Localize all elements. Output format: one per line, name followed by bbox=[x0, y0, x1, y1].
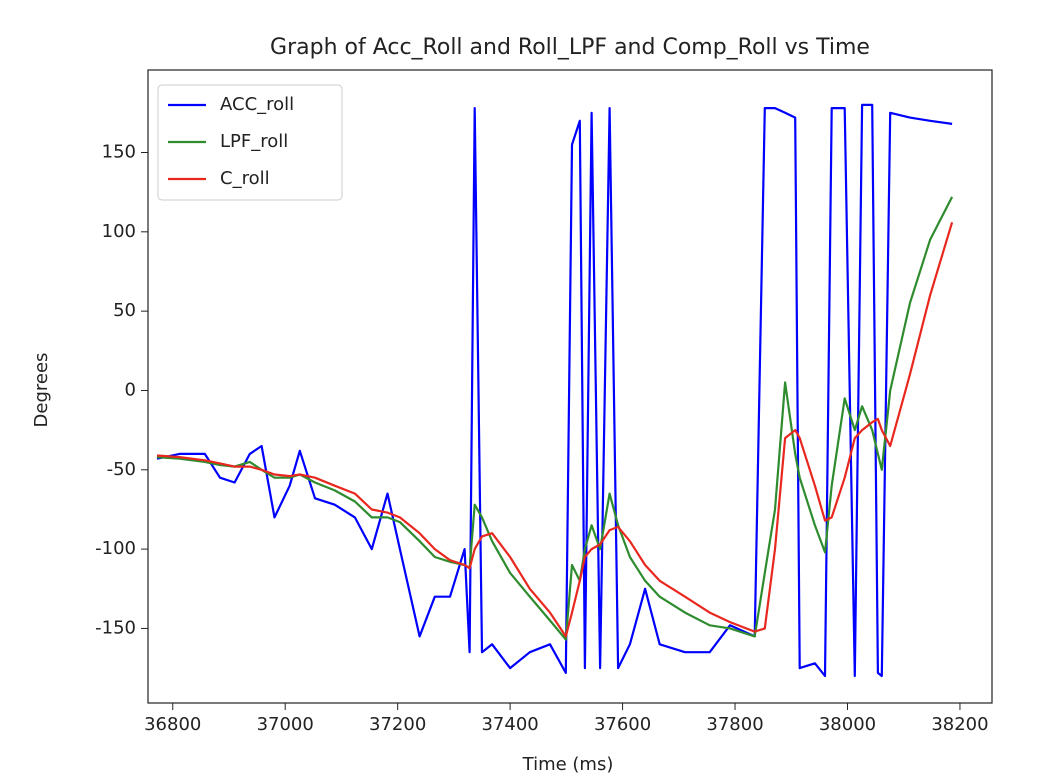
x-tick-label: 37200 bbox=[369, 714, 426, 735]
y-tick-label: -50 bbox=[107, 459, 136, 480]
plot-frame bbox=[147, 69, 993, 704]
legend-label: ACC_roll bbox=[220, 94, 294, 115]
x-tick-label: 37600 bbox=[594, 714, 651, 735]
line-series bbox=[156, 196, 954, 641]
x-tick-label: 37800 bbox=[706, 714, 763, 735]
chart-title: Graph of Acc_Roll and Roll_LPF and Comp_… bbox=[270, 35, 870, 60]
line-series bbox=[156, 221, 954, 638]
x-tick-label: 38000 bbox=[819, 714, 876, 735]
y-tick-label: 100 bbox=[102, 221, 136, 242]
y-tick-label: -150 bbox=[95, 617, 136, 638]
legend-box bbox=[157, 84, 343, 201]
y-tick-label: 50 bbox=[113, 300, 136, 321]
legend-label: C_roll bbox=[220, 168, 270, 189]
y-axis-label: Degrees bbox=[31, 353, 52, 428]
x-tick-label: 37400 bbox=[481, 714, 538, 735]
x-axis-label: Time (ms) bbox=[522, 754, 614, 775]
legend-label: LPF_roll bbox=[220, 131, 288, 152]
x-tick-label: 37000 bbox=[257, 714, 314, 735]
x-tick-label: 38200 bbox=[931, 714, 988, 735]
y-tick-label: 0 bbox=[125, 379, 136, 400]
line-series bbox=[156, 103, 953, 678]
y-tick-label: 150 bbox=[102, 141, 136, 162]
y-tick-label: -100 bbox=[95, 538, 136, 559]
x-tick-label: 36800 bbox=[144, 714, 201, 735]
